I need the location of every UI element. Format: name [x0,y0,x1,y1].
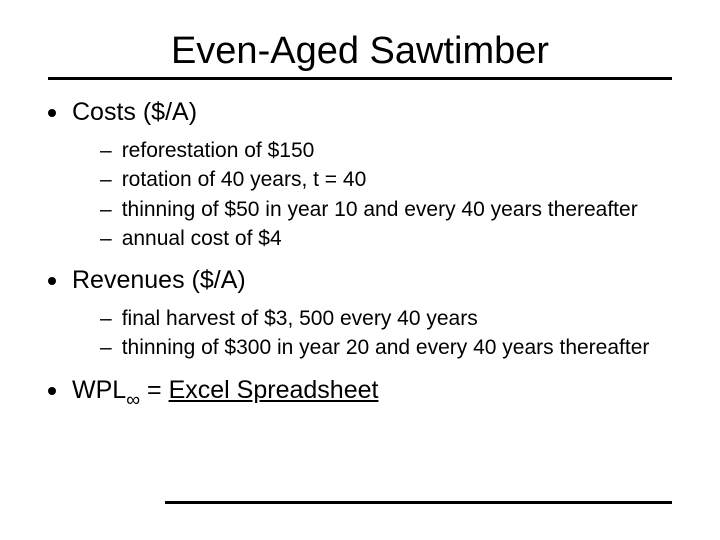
bottom-rule [165,501,672,504]
costs-heading: Costs ($/A) [44,98,680,127]
dash-icon: – [100,334,112,361]
dash-icon: – [100,305,112,332]
costs-heading-text: Costs ($/A) [72,98,197,127]
revenues-heading-text: Revenues ($/A) [72,266,246,295]
title-underline [48,77,672,80]
excel-link[interactable]: Excel Spreadsheet [169,376,379,404]
infinity-subscript: ∞ [126,389,140,411]
dash-icon: – [100,196,112,223]
list-item-text: thinning of $50 in year 10 and every 40 … [122,196,638,223]
list-item: – thinning of $50 in year 10 and every 4… [100,196,680,223]
list-item: – annual cost of $4 [100,225,680,252]
wpl-row: WPL∞ = Excel Spreadsheet [44,376,680,410]
list-item-text: reforestation of $150 [122,137,315,164]
wpl-label: WPL∞ = Excel Spreadsheet [72,376,378,410]
list-item: – reforestation of $150 [100,137,680,164]
list-item: – rotation of 40 years, t = 40 [100,166,680,193]
dash-icon: – [100,137,112,164]
slide-content: Costs ($/A) – reforestation of $150 – ro… [40,98,680,410]
wpl-equals: = [140,376,169,404]
revenues-list: – final harvest of $3, 500 every 40 year… [100,305,680,362]
list-item: – thinning of $300 in year 20 and every … [100,334,680,361]
bullet-dot-icon [48,109,56,117]
list-item-text: annual cost of $4 [122,225,282,252]
dash-icon: – [100,166,112,193]
list-item-text: thinning of $300 in year 20 and every 40… [122,334,650,361]
list-item: – final harvest of $3, 500 every 40 year… [100,305,680,332]
list-item-text: final harvest of $3, 500 every 40 years [122,305,478,332]
dash-icon: – [100,225,112,252]
slide-title: Even-Aged Sawtimber [40,30,680,73]
bullet-dot-icon [48,277,56,285]
costs-list: – reforestation of $150 – rotation of 40… [100,137,680,252]
revenues-heading: Revenues ($/A) [44,266,680,295]
slide: Even-Aged Sawtimber Costs ($/A) – refore… [0,0,720,540]
list-item-text: rotation of 40 years, t = 40 [122,166,367,193]
bullet-dot-icon [48,387,56,395]
wpl-prefix: WPL [72,376,126,404]
